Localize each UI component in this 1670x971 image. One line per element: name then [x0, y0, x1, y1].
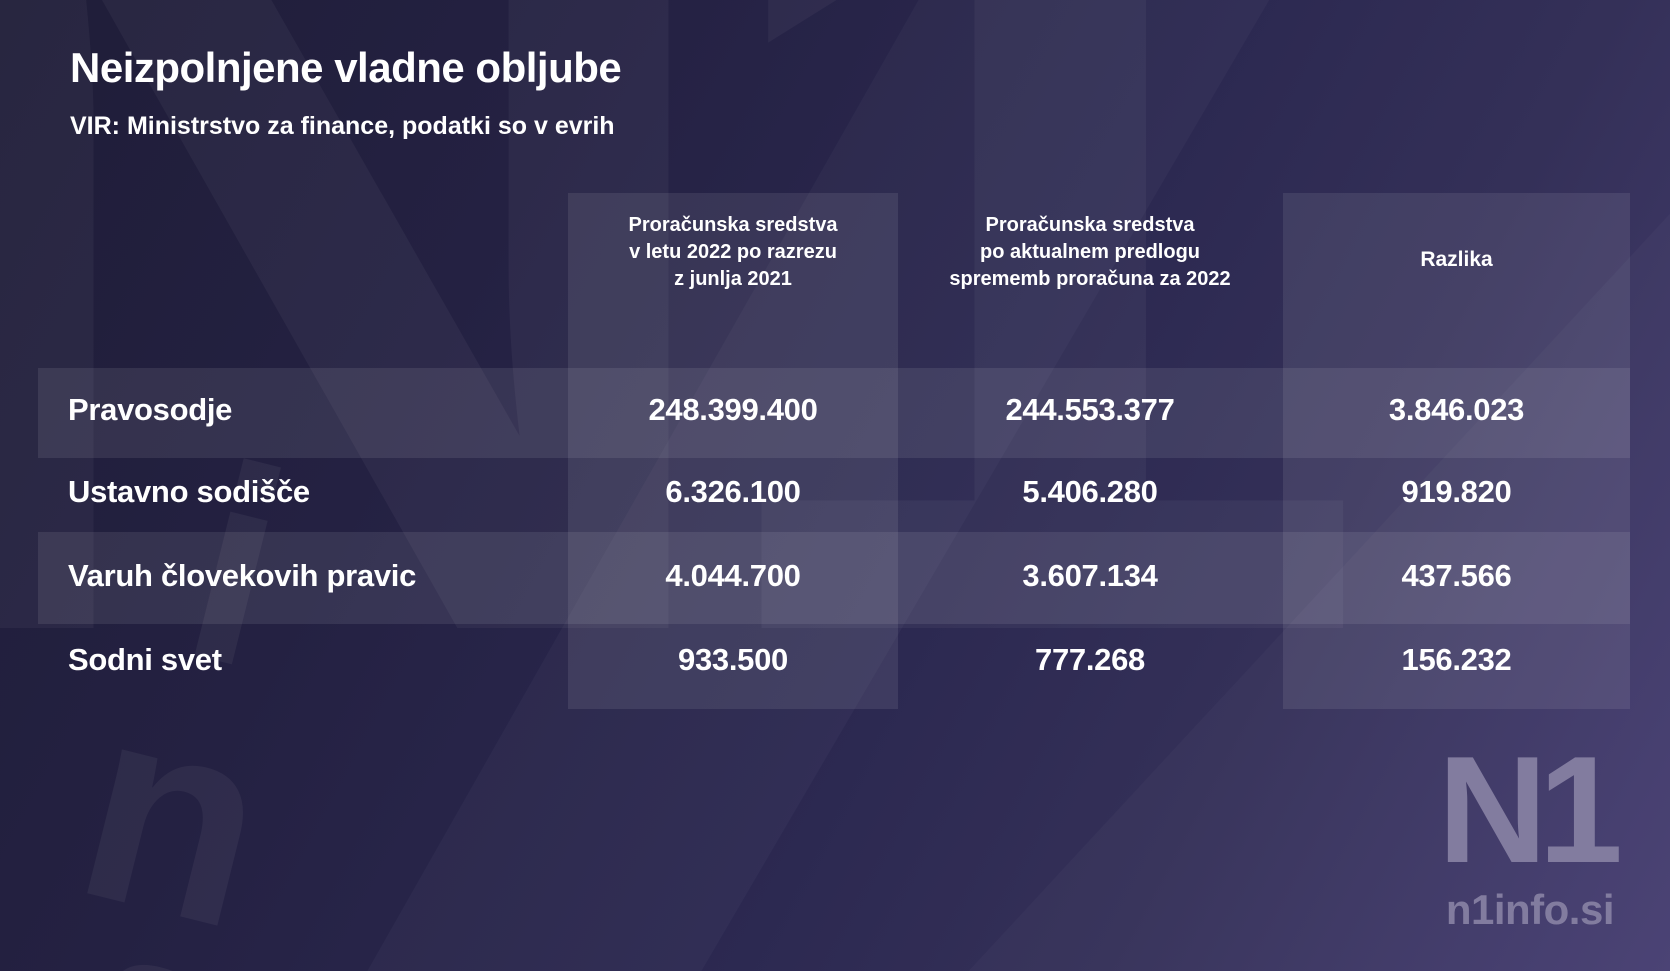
column-header-budget-proposal-2022: Proračunska sredstva po aktualnem predlo… — [895, 212, 1285, 293]
row-value: 777.268 — [1035, 642, 1145, 677]
row-value: 919.820 — [1401, 474, 1512, 509]
row-value: 933.500 — [678, 642, 788, 677]
header-line: v letu 2022 po razrezu — [629, 241, 837, 263]
row-value: 156.232 — [1401, 642, 1512, 677]
row-value: 248.399.400 — [648, 392, 818, 427]
row-value: 6.326.100 — [665, 474, 801, 509]
column-header-razlika: Razlika — [1420, 248, 1493, 271]
site-url: n1info.si — [1445, 886, 1615, 934]
column-header-budget-june-2021: Proračunska sredstva v letu 2022 po razr… — [568, 212, 898, 293]
row-value: 5.406.280 — [1022, 474, 1158, 509]
row-label: Ustavno sodišče — [68, 474, 310, 509]
row-value: 3.846.023 — [1388, 392, 1525, 427]
header-line: Proračunska sredstva — [628, 214, 838, 236]
source-line: VIR: Ministrstvo za finance, podatki so … — [70, 112, 615, 140]
header-line: z junlja 2021 — [674, 268, 792, 290]
row-band-pravosodje — [38, 368, 1630, 458]
header-line: sprememb proračuna za 2022 — [949, 268, 1231, 290]
row-label: Pravosodje — [68, 392, 233, 427]
header-line: po aktualnem predlogu — [979, 241, 1201, 263]
n1-watermark: N1 — [0, 0, 1378, 820]
row-value: 437.566 — [1401, 558, 1512, 593]
row-band-varuh — [38, 532, 1630, 624]
row-label: Sodni svet — [68, 642, 222, 677]
row-value: 244.553.377 — [1005, 392, 1175, 427]
column-band-budget-2021 — [568, 193, 898, 709]
row-value: 3.607.134 — [1022, 558, 1158, 593]
n1-logo: N1 — [1437, 725, 1623, 895]
row-value: 4.044.700 — [665, 558, 801, 593]
row-label: Varuh človekovih pravic — [68, 558, 417, 593]
column-band-razlika — [1283, 193, 1630, 709]
n1-branding: N1 n1info.si — [1437, 725, 1623, 934]
header-line: Proračunska sredstva — [985, 214, 1195, 236]
page-title: Neizpolnjene vladne obljube — [70, 44, 622, 91]
